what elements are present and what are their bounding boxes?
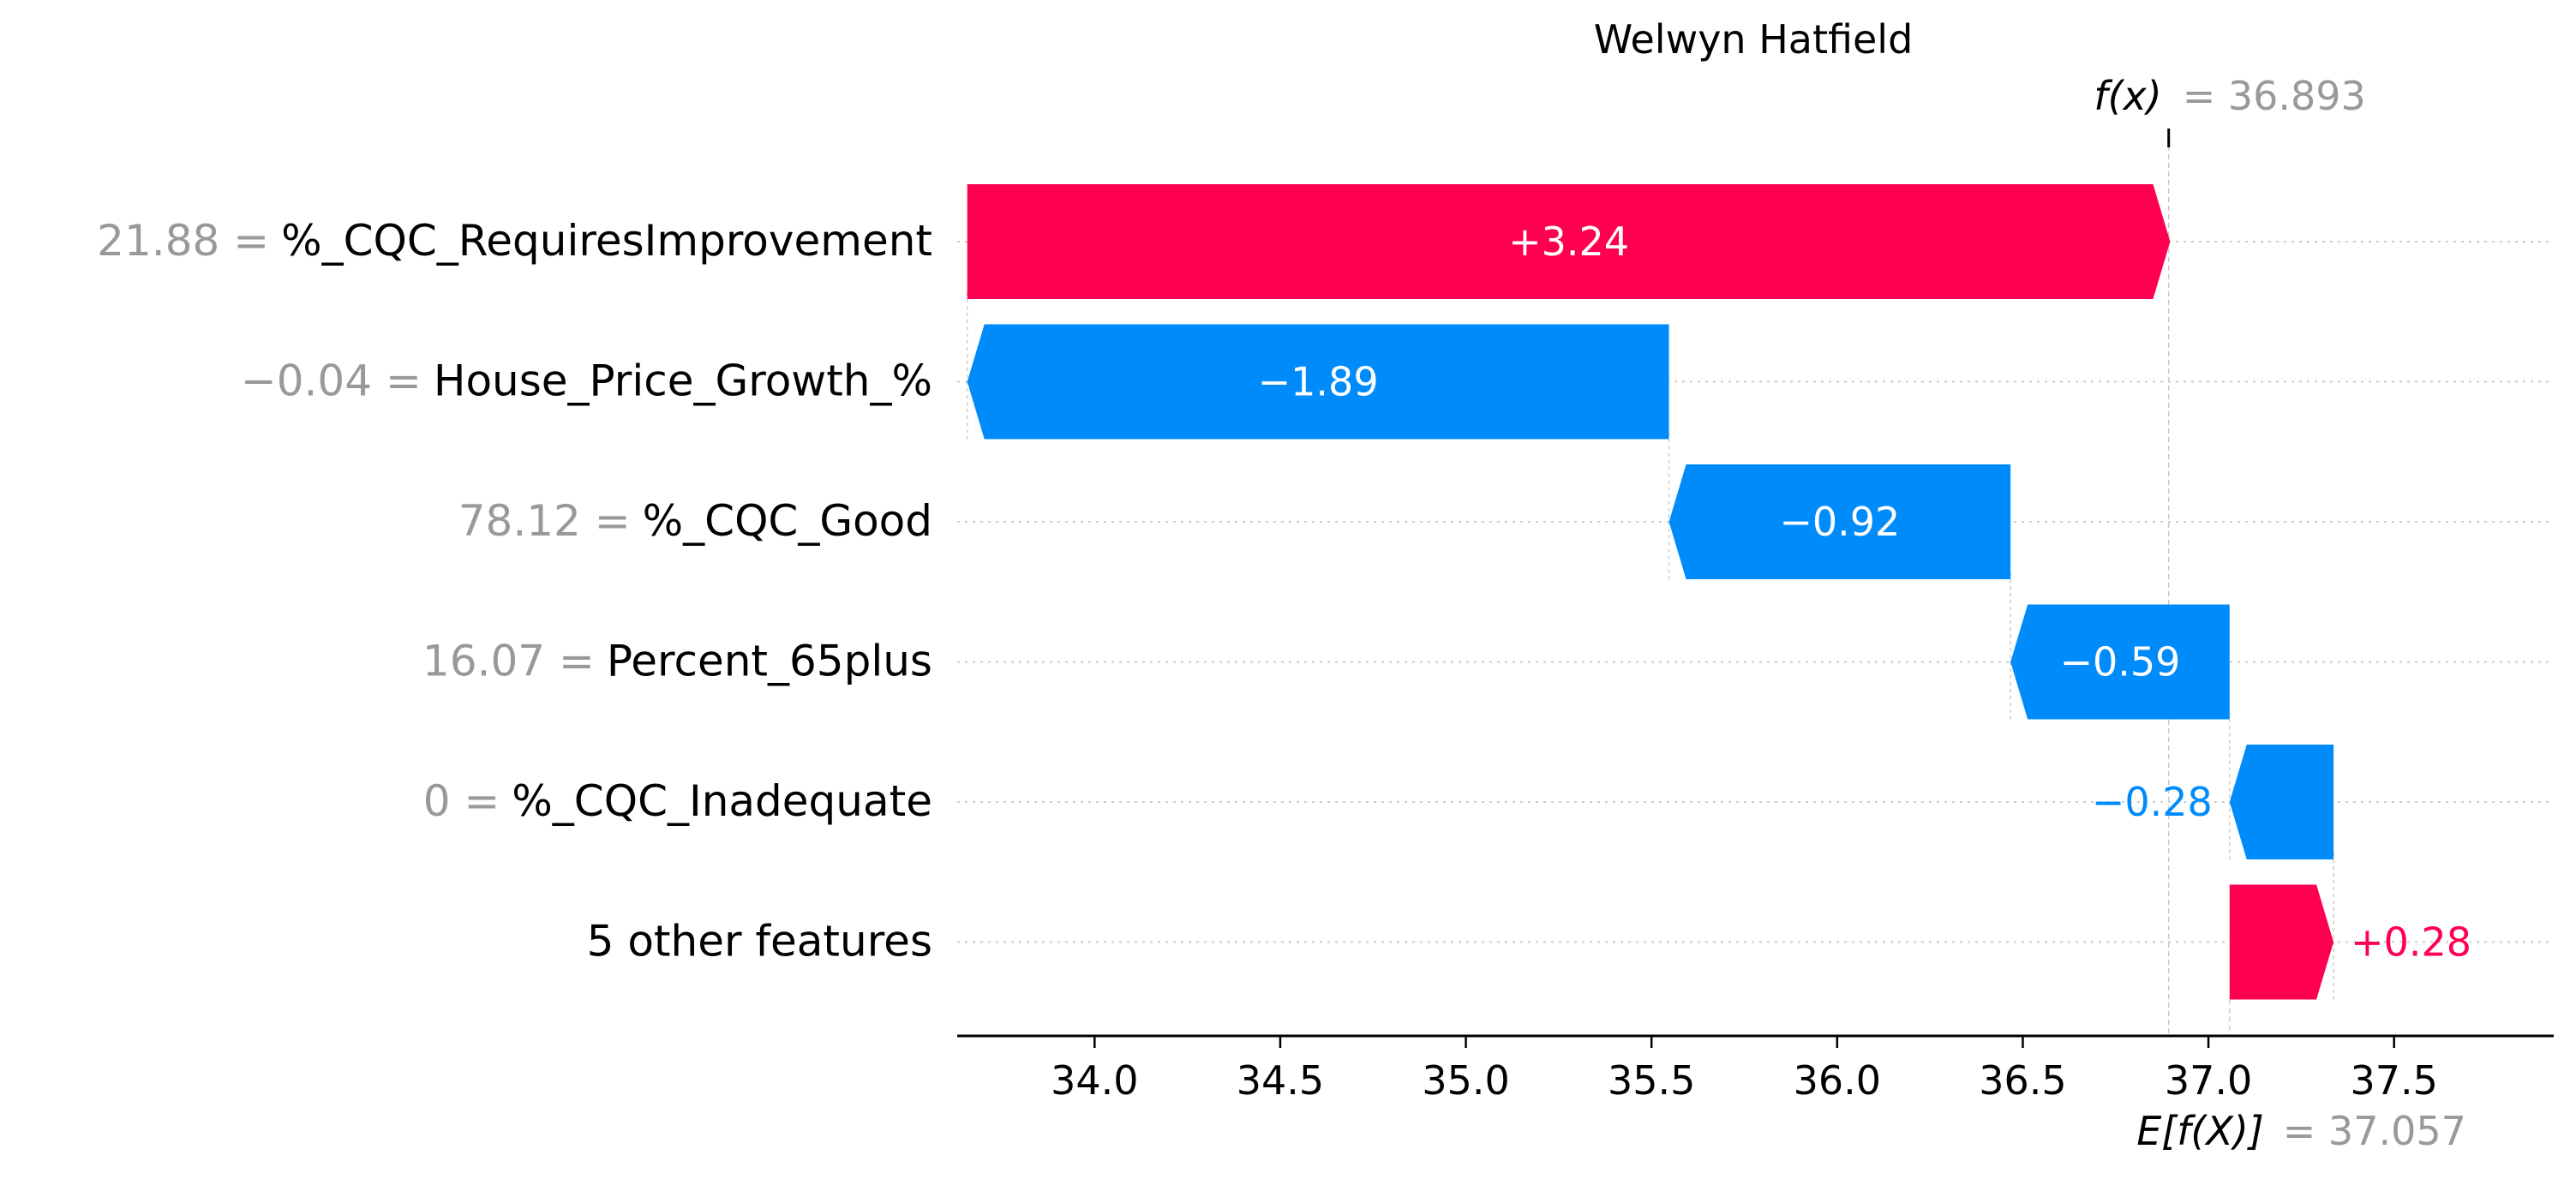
feature-value: 21.88 =: [97, 216, 269, 266]
bar-value-label-3: −0.59: [2059, 639, 2180, 685]
feature-name: %_CQC_Good: [643, 496, 932, 546]
base-value-label: E[f(X)]: [2136, 1108, 2264, 1154]
feature-label-4: 0 = %_CQC_Inadequate: [423, 776, 932, 826]
bar-0: [967, 184, 2171, 299]
base-value-value: = 37.057: [2283, 1108, 2466, 1154]
feature-label-1: −0.04 = House_Price_Growth_%: [241, 356, 932, 406]
bar-4: [2229, 745, 2334, 859]
bar-3: [2010, 604, 2230, 720]
feature-label-2: 78.12 = %_CQC_Good: [458, 496, 932, 546]
feature-name: House_Price_Growth_%: [434, 356, 932, 406]
bars-layer: [967, 184, 2334, 1000]
feature-value: 78.12 =: [458, 496, 631, 546]
x-tick-label: 34.0: [1051, 1057, 1138, 1104]
feature-labels: 21.88 = %_CQC_RequiresImprovement +3.24 −0.…: [97, 216, 2471, 967]
feature-value: −0.04 =: [241, 356, 422, 406]
x-tick-label: 34.5: [1237, 1057, 1324, 1104]
feature-label-0: 21.88 = %_CQC_RequiresImprovement: [97, 216, 932, 266]
chart-title: Welwyn Hatfield: [1594, 16, 1914, 63]
x-tick-label: 35.5: [1608, 1057, 1695, 1104]
feature-name: Percent_65plus: [607, 637, 932, 686]
base-value-annotation: E[f(X)] = 37.057: [2136, 1108, 2466, 1154]
x-tick-label: 35.0: [1422, 1057, 1509, 1104]
fx-value: = 36.893: [2183, 73, 2366, 119]
x-tick-label: 37.0: [2165, 1057, 2252, 1104]
feature-label-5: 5 other features: [587, 917, 932, 967]
fx-annotation: f(x) = 36.893: [2094, 73, 2365, 119]
bar-value-label-5: +0.28: [2351, 919, 2471, 966]
bar-value-label-2: −0.92: [1779, 499, 1900, 545]
bar-value-label-4: −0.28: [2092, 779, 2213, 825]
feature-value: 0 =: [423, 776, 500, 826]
x-tick-label: 37.5: [2350, 1057, 2437, 1104]
bar-value-label-0: +3.24: [1508, 218, 1629, 265]
feature-name: %_CQC_Inadequate: [512, 776, 932, 826]
feature-label-3: 16.07 = Percent_65plus: [422, 637, 932, 686]
bar-5: [2229, 884, 2334, 1000]
fx-label: f(x): [2094, 73, 2161, 119]
x-tick-label: 36.0: [1794, 1057, 1881, 1104]
bar-value-label-1: −1.89: [1258, 359, 1379, 405]
x-tick-label: 36.5: [1979, 1057, 2066, 1104]
feature-name: 5 other features: [587, 917, 932, 967]
x-axis: 34.0 34.5 35.0 35.5 36.0 36.5 37.0 37.5: [957, 1034, 2554, 1104]
feature-value: 16.07 =: [422, 637, 595, 686]
grid-layer: [957, 129, 2554, 1036]
feature-name: %_CQC_RequiresImprovement: [281, 216, 932, 266]
bar-2: [1668, 464, 2011, 579]
bar-1: [967, 324, 1669, 440]
